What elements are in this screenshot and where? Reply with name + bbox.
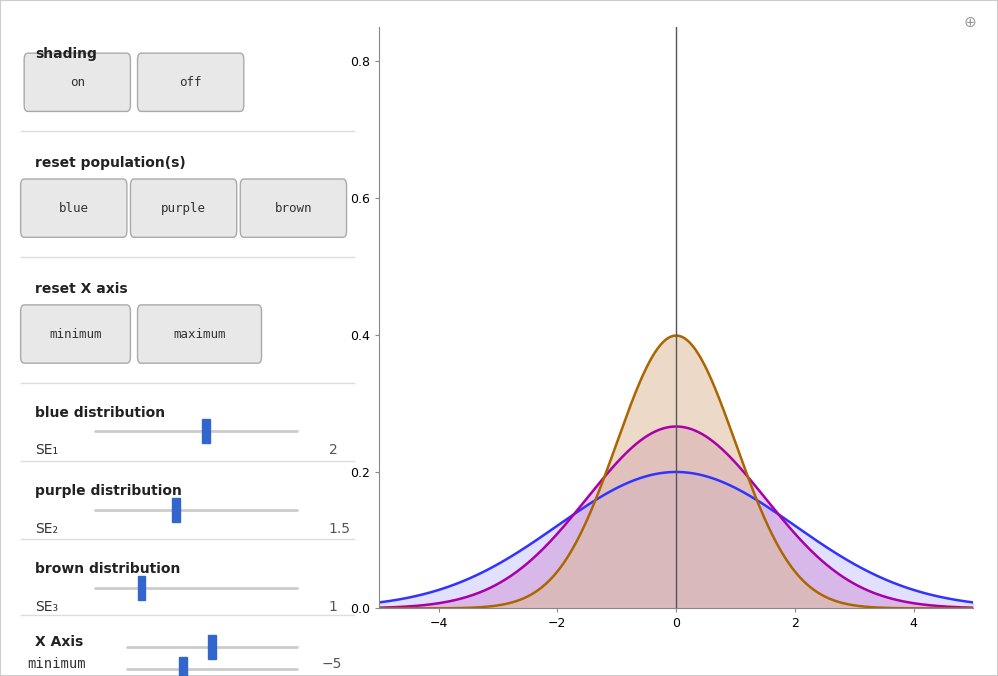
FancyBboxPatch shape	[179, 657, 187, 676]
Text: −5: −5	[321, 657, 342, 671]
Text: on: on	[70, 76, 85, 89]
Text: minimum: minimum	[49, 328, 102, 341]
FancyBboxPatch shape	[241, 179, 346, 237]
Text: shading: shading	[35, 47, 97, 61]
Text: 2: 2	[328, 443, 337, 457]
Text: blue: blue	[59, 201, 89, 215]
Text: reset population(s): reset population(s)	[35, 156, 186, 170]
FancyBboxPatch shape	[208, 635, 216, 658]
Text: off: off	[180, 76, 202, 89]
Text: maximum: maximum	[174, 328, 226, 341]
Text: ⊕: ⊕	[963, 15, 976, 30]
FancyBboxPatch shape	[24, 53, 131, 112]
Text: SE₃: SE₃	[35, 600, 58, 614]
Text: SE₂: SE₂	[35, 522, 58, 536]
FancyBboxPatch shape	[131, 179, 237, 237]
FancyBboxPatch shape	[203, 419, 210, 443]
FancyBboxPatch shape	[138, 305, 261, 363]
Text: brown distribution: brown distribution	[35, 562, 181, 576]
Text: brown: brown	[274, 201, 312, 215]
FancyBboxPatch shape	[172, 498, 180, 522]
Text: SE₁: SE₁	[35, 443, 58, 457]
Text: 1: 1	[328, 600, 337, 614]
FancyBboxPatch shape	[21, 305, 131, 363]
Text: blue distribution: blue distribution	[35, 406, 165, 420]
Text: purple distribution: purple distribution	[35, 484, 182, 498]
FancyBboxPatch shape	[138, 53, 244, 112]
Text: minimum: minimum	[28, 657, 86, 671]
Text: purple: purple	[161, 201, 206, 215]
FancyBboxPatch shape	[21, 179, 127, 237]
Text: reset X axis: reset X axis	[35, 282, 128, 295]
Text: 1.5: 1.5	[328, 522, 351, 536]
FancyBboxPatch shape	[138, 577, 146, 600]
Text: X Axis: X Axis	[35, 635, 83, 649]
